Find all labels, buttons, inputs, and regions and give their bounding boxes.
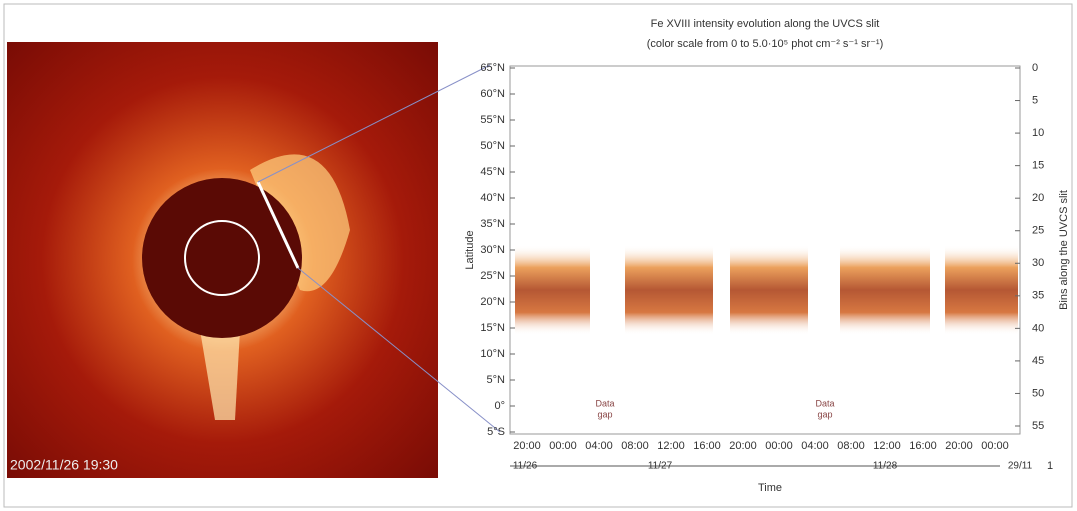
time-tick: 04:00 [585,440,613,452]
time-tick: 20:00 [945,440,973,452]
intensity [515,245,1018,335]
bin-tick: 25 [1032,225,1044,237]
date-label: 11/27 [648,461,673,472]
bin-tick: 40 [1032,322,1044,334]
uvcs-slit [256,181,300,269]
latitude-tick: 0° [494,400,505,412]
latitude-tick: 60°N [480,88,505,100]
bin-tick: 10 [1032,127,1044,139]
bin-tick: 15 [1032,160,1044,172]
gap-label: gap [817,409,832,419]
latitude-tick: 45°N [480,166,505,178]
time-tick: 00:00 [981,440,1009,452]
time-tick: 16:00 [693,440,721,452]
bin-tick: 50 [1032,387,1044,399]
latitude-tick: 10°N [480,348,505,360]
time-tick: 16:00 [909,440,937,452]
gap-label: Data [815,398,834,408]
intensity-band [515,245,590,335]
cme [250,154,350,292]
latitude-tick: 40°N [480,192,505,204]
time-tick: 20:00 [513,440,541,452]
bin-tick: 30 [1032,257,1044,269]
time-tick: 12:00 [657,440,685,452]
bin-tick: 20 [1032,192,1044,204]
latitude-tick: 15°N [480,322,505,334]
axis-end-label: 1 [1047,460,1053,472]
zoom-line [297,267,501,433]
y-label: Latitude [464,230,476,269]
latitude-tick: 35°N [480,218,505,230]
time-tick: 00:00 [765,440,793,452]
bin-tick: 35 [1032,290,1044,302]
timestamp: 2002/11/26 19:30 [10,457,118,473]
y2-label: Bins along the UVCS slit [1058,190,1070,310]
frame [3,3,1073,508]
bin-tick: 45 [1032,355,1044,367]
latitude-tick: 5°S [487,426,505,438]
gap-label: Data [595,398,614,408]
time-tick: 08:00 [621,440,649,452]
plot-subtitle: (color scale from 0 to 5.0·10⁵ phot cm⁻²… [647,38,884,50]
time-tick: 00:00 [549,440,577,452]
latitude-tick: 65°N [480,62,505,74]
latitude-tick: 30°N [480,244,505,256]
latitude-tick: 55°N [480,114,505,126]
time-tick: 04:00 [801,440,829,452]
date-label: 11/26 [513,461,538,472]
intensity-band [625,245,713,335]
date-label: 29/11 [1008,461,1033,472]
latitude-tick: 5°N [487,374,506,386]
zoom-line [257,64,491,183]
occulter [142,178,302,338]
bin-tick: 55 [1032,420,1044,432]
intensity-band [840,245,930,335]
intensity-band [730,245,808,335]
date-label: 11/28 [873,461,898,472]
x-label: Time [758,482,782,494]
gap-label: gap [597,409,612,419]
bin-tick: 0 [1032,62,1038,74]
time-tick: 12:00 [873,440,901,452]
intensity-band [945,245,1018,335]
time-tick: 20:00 [729,440,757,452]
sun-limb [184,220,260,296]
time-tick: 08:00 [837,440,865,452]
latitude-tick: 50°N [480,140,505,152]
plot-title: Fe XVIII intensity evolution along the U… [651,18,880,30]
latitude-tick: 25°N [480,270,505,282]
streamer [200,330,240,420]
bin-tick: 5 [1032,94,1038,106]
latitude-tick: 20°N [480,296,505,308]
